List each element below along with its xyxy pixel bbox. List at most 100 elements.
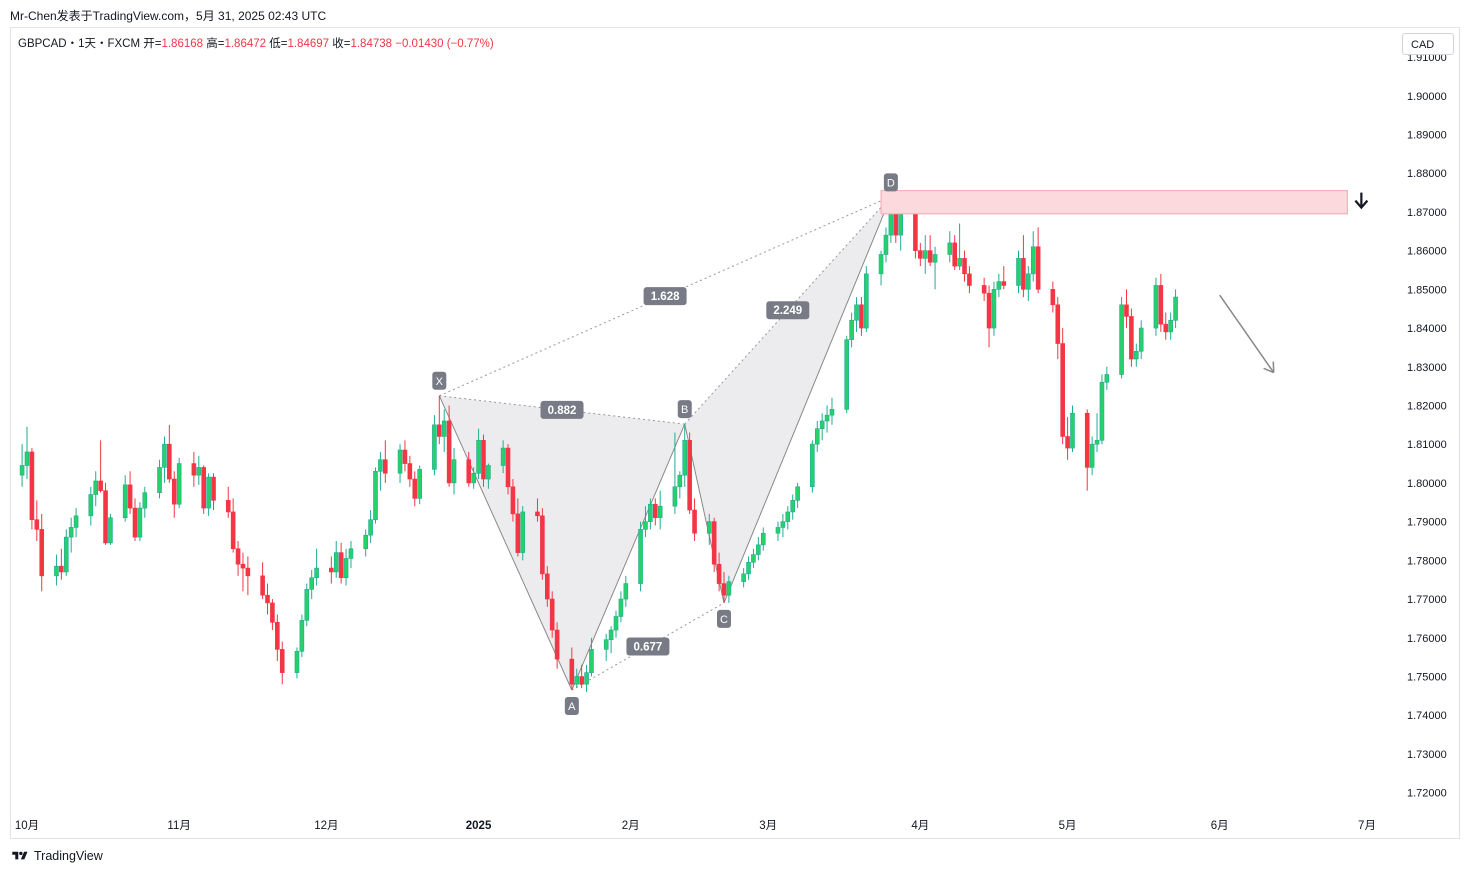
candle-body — [756, 544, 761, 555]
candle-down — [711, 517, 717, 572]
candle-up — [648, 498, 653, 530]
candle-body — [294, 651, 300, 673]
candle-up — [854, 297, 859, 332]
candle-body — [1119, 304, 1124, 375]
projection-arrow-icon — [1219, 294, 1275, 374]
candle-body — [721, 583, 727, 596]
point-label-d: D — [883, 173, 898, 192]
candle-body — [677, 474, 683, 488]
candle-body — [338, 552, 344, 579]
candle-body — [991, 289, 997, 329]
candle-up — [441, 409, 447, 452]
candle-body — [947, 242, 953, 255]
candle-up — [947, 231, 953, 263]
candle-up — [672, 432, 678, 514]
candle-body — [176, 463, 182, 505]
open-value: 1.86168 — [161, 38, 204, 50]
ratio-label-xb: 0.882 — [540, 400, 584, 419]
candle-body — [716, 563, 722, 584]
candle-up — [957, 223, 962, 270]
candle-body — [603, 639, 609, 650]
ratio-line-bd — [684, 196, 892, 425]
candle-body — [751, 554, 756, 563]
candle-down — [279, 641, 285, 685]
candle-down — [1124, 289, 1129, 329]
candle-body — [589, 649, 594, 673]
candle-body — [24, 451, 30, 466]
candle-body — [476, 440, 481, 474]
candle-body — [108, 517, 113, 544]
candle-up — [299, 614, 305, 658]
symbol-label[interactable]: GBPCAD・1天・FXCM — [18, 38, 141, 50]
candle-body — [682, 440, 688, 476]
candle-body — [1158, 285, 1164, 325]
y-tick-label: 1.81000 — [1407, 439, 1447, 451]
y-tick-label: 1.73000 — [1407, 749, 1447, 761]
candle-up — [24, 426, 30, 480]
candle-down — [859, 297, 864, 336]
candle-up — [19, 444, 25, 487]
x-tick-label: 2025 — [466, 820, 492, 832]
candle-down — [1129, 308, 1134, 367]
candle-up — [500, 440, 506, 474]
y-tick-label: 1.86000 — [1407, 246, 1447, 258]
pattern-leg-cd — [723, 196, 892, 604]
candle-down — [34, 500, 40, 541]
candle-up — [476, 428, 481, 480]
candle-up — [1094, 413, 1100, 452]
y-tick-label: 1.76000 — [1407, 633, 1447, 645]
candle-body — [898, 211, 903, 236]
candle-body — [657, 505, 663, 519]
candle-down — [191, 451, 197, 487]
candle-body — [206, 476, 211, 509]
candle-body — [481, 440, 486, 480]
candle-up — [368, 510, 373, 543]
candle-body — [98, 480, 103, 491]
candle-up — [1138, 320, 1144, 360]
candle-body — [260, 575, 265, 596]
xabcd-pattern[interactable] — [438, 195, 892, 691]
x-tick-label: 7月 — [1358, 820, 1376, 832]
candle-body — [957, 258, 962, 267]
candle-down — [481, 434, 486, 487]
candle-up — [486, 463, 491, 489]
candle-body — [996, 281, 1002, 290]
candle-body — [29, 451, 35, 520]
time-axis[interactable]: 10月 11月 12月 2025 2月 3月 4月 5月 6月 7月 — [15, 820, 1376, 832]
y-tick-label: 1.89000 — [1407, 129, 1447, 141]
candle-down — [540, 508, 545, 580]
candle-down — [1158, 273, 1164, 332]
candle-body — [711, 521, 717, 565]
price-axis[interactable]: 1.72000 1.73000 1.74000 1.75000 1.76000 1.770… — [1407, 52, 1447, 800]
resistance-zone[interactable] — [880, 190, 1369, 374]
candle-up — [603, 633, 609, 662]
candle-down — [235, 540, 241, 576]
candle-up — [363, 529, 368, 557]
footer-brand[interactable]: TradingView — [10, 849, 103, 863]
candle-body — [225, 500, 231, 513]
low-label: 低= — [269, 38, 288, 50]
candle-body — [309, 577, 314, 590]
candle-body — [54, 565, 59, 577]
close-label: 收= — [332, 38, 351, 50]
point-label-a: A — [564, 697, 579, 716]
ratio-label-bg — [626, 637, 670, 656]
candle-body — [952, 242, 957, 267]
candle-body — [544, 573, 550, 600]
candle-body — [623, 583, 629, 600]
high-value: 1.86472 — [224, 38, 267, 50]
candle-down — [554, 622, 560, 669]
y-tick-label: 1.88000 — [1407, 168, 1447, 180]
ratio-line-ac — [571, 602, 725, 691]
candle-down — [225, 486, 231, 518]
candle-up — [1173, 289, 1178, 329]
candle-body — [1134, 350, 1139, 360]
y-tick-label: 1.90000 — [1407, 91, 1447, 103]
candle-down — [98, 440, 103, 493]
candle-up — [343, 548, 349, 586]
candle-body — [844, 339, 850, 410]
candle-down — [1065, 417, 1070, 460]
candle-up — [760, 527, 766, 551]
currency-button[interactable]: CAD — [1402, 33, 1454, 55]
